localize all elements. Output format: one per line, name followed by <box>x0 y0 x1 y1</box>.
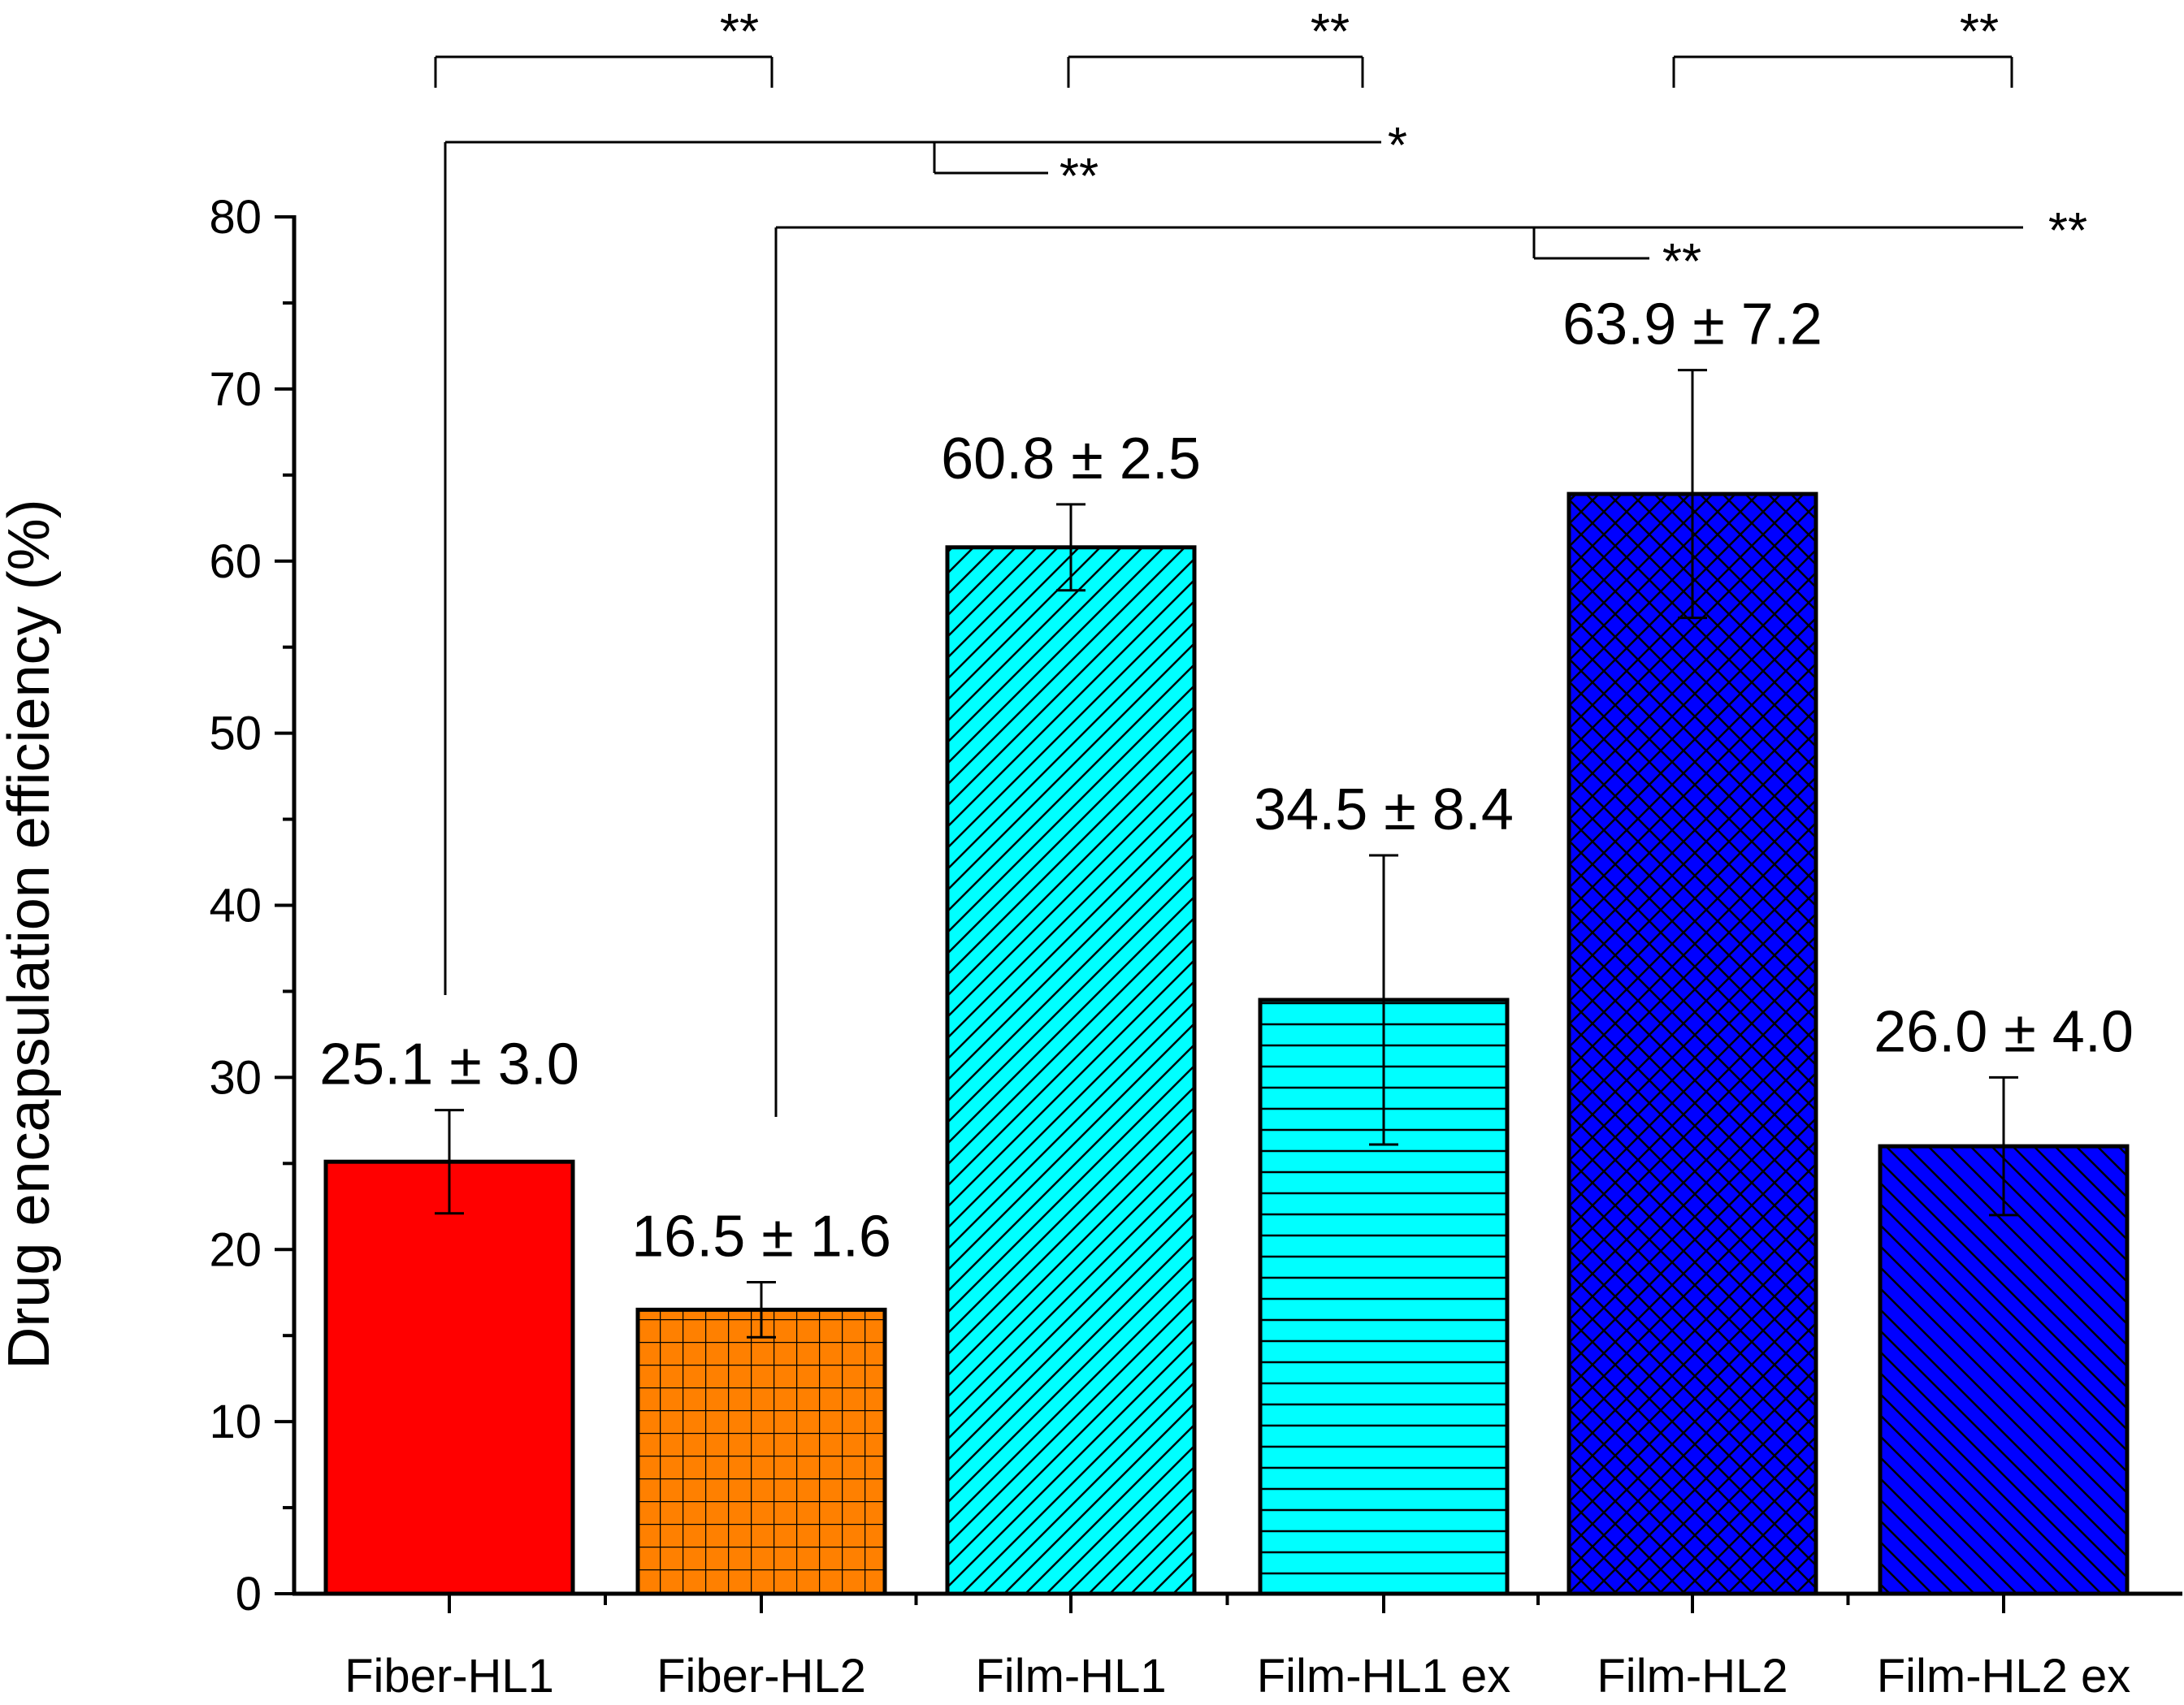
data-label: 34.5 ± 8.4 <box>1254 777 1514 842</box>
y-tick-label: 30 <box>209 1051 262 1104</box>
data-label: 63.9 ± 7.2 <box>1562 292 1822 357</box>
y-tick-label: 10 <box>209 1396 262 1448</box>
significance-label: ** <box>720 4 759 60</box>
significance-label: ** <box>1960 4 1999 60</box>
y-axis-label: Drug encapsulation efficiency (%) <box>0 499 62 1369</box>
bar-film-hl2 <box>1566 491 1818 1596</box>
plot-area: 0 10 20 30 40 50 60 70 80 25.1 ± 3.0 Fiber-HL1 16.5… <box>209 4 2182 1703</box>
x-tick-label: Fiber-HL2 <box>656 1650 866 1703</box>
x-tick-label: Film-HL2 ex <box>1877 1650 2131 1703</box>
bar-fiber-hl2 <box>635 1307 887 1596</box>
significance-label: * <box>1388 118 1407 174</box>
significance-label: ** <box>1060 149 1098 205</box>
y-tick-label: 20 <box>209 1223 262 1276</box>
y-tick-label: 60 <box>209 535 262 588</box>
x-tick-label: Film-HL1 <box>975 1650 1166 1703</box>
bar-fiber-hl1 <box>323 1159 575 1596</box>
x-tick-label: Film-HL1 ex <box>1257 1650 1511 1703</box>
data-label: 25.1 ± 3.0 <box>319 1032 579 1097</box>
bar-film-hl2-ex <box>1878 1144 2130 1596</box>
y-tick-label: 0 <box>236 1568 262 1621</box>
significance-label: ** <box>1662 234 1701 290</box>
y-tick-label: 80 <box>209 191 262 244</box>
significance-label: ** <box>1311 4 1350 60</box>
x-tick-label: Film-HL2 <box>1597 1650 1788 1703</box>
data-label: 60.8 ± 2.5 <box>941 426 1201 491</box>
bar-film-hl1 <box>945 545 1197 1596</box>
y-tick-label: 50 <box>209 708 262 760</box>
x-tick-label: Fiber-HL1 <box>344 1650 554 1703</box>
data-label: 16.5 ± 1.6 <box>631 1205 891 1270</box>
data-label: 26.0 ± 4.0 <box>1874 999 2134 1064</box>
y-tick-label: 70 <box>209 363 262 416</box>
significance-label: ** <box>2048 203 2087 259</box>
y-tick-label: 40 <box>209 880 262 933</box>
